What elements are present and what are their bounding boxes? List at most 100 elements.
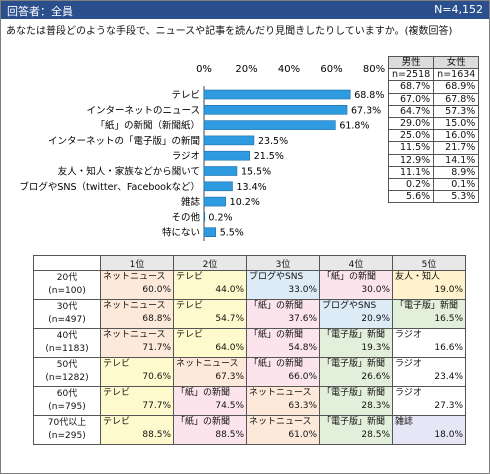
medium-percent: 30.0% xyxy=(361,285,390,295)
sex-table-cell: 67.8% xyxy=(433,92,480,106)
bar xyxy=(203,166,238,176)
medium-name: ネットニュース xyxy=(249,417,312,427)
question-text: あなたは普段どのような手段で、ニュースや記事を読んだり見聞きしたりしていますか。… xyxy=(6,26,453,37)
medium-name: 「紙」の新聞 xyxy=(176,417,231,427)
category-label: ブログやSNS（twitter、Facebookなど） xyxy=(19,181,200,193)
sex-table-cell: 5.6% xyxy=(387,190,435,204)
bar xyxy=(203,181,233,192)
rank-table: 1位 2位 3位 4位 5位 20代 (n=100) ネットニュース 60.0% テレビ 44.0%… xyxy=(33,255,466,445)
rank-row: 30代 (n=497) ネットニュース 68.8% テレビ 54.7% 「紙」の新聞 37.6… xyxy=(33,299,466,329)
sex-table-cell: 女性 xyxy=(433,55,480,70)
data-label: 61.8% xyxy=(339,121,369,132)
data-label: 5.5% xyxy=(220,228,244,239)
rank-cell: ブログやSNS 33.0% xyxy=(246,270,320,300)
medium-name: 友人・知人 xyxy=(395,272,441,282)
rank-cell: 「紙」の新聞 74.5% xyxy=(173,386,247,416)
header-bar: 回答者：全員 N=4,152 xyxy=(1,1,489,19)
medium-percent: 68.8% xyxy=(142,314,171,324)
data-label: 10.2% xyxy=(230,197,260,208)
age-group: 50代 (n=1282) xyxy=(33,357,101,387)
data-label: 0.2% xyxy=(208,212,232,223)
x-tick-label: 0% xyxy=(196,64,212,75)
sex-table-cell: 29.0% xyxy=(387,116,435,131)
sex-value-row: 25.0% 16.0% xyxy=(387,129,480,143)
rank-cell: ラジオ 23.4% xyxy=(392,357,466,387)
medium-name: 「紙」の新聞 xyxy=(249,330,304,340)
sex-table-cell: 57.3% xyxy=(433,104,480,118)
category-label: 特にない xyxy=(162,227,200,239)
medium-name: テレビ xyxy=(176,330,204,340)
rank-row: 70代以上 (n=295) テレビ 88.5% 「紙」の新聞 88.5% ネットニュース 61… xyxy=(33,415,466,445)
bar xyxy=(203,89,351,100)
medium-name: テレビ xyxy=(176,301,204,311)
sex-value-row: 0.2% 0.1% xyxy=(387,177,480,192)
category-label: 「紙」の新聞（新聞紙） xyxy=(95,120,200,132)
age-n: (n=1282) xyxy=(45,373,89,383)
data-label: 23.5% xyxy=(258,136,288,147)
medium-name: 「電子版」新聞 xyxy=(322,330,386,340)
sex-table-cell: 0.2% xyxy=(387,177,435,192)
medium-percent: 77.7% xyxy=(142,401,171,411)
data-label: 15.5% xyxy=(241,167,271,178)
medium-name: ブログやSNS xyxy=(249,272,304,282)
sex-value-row: 67.0% 67.8% xyxy=(387,92,480,106)
category-label: テレビ xyxy=(171,90,200,101)
medium-name: 「紙」の新聞 xyxy=(249,359,304,369)
bar xyxy=(203,120,336,130)
medium-percent: 61.0% xyxy=(288,430,317,440)
sex-header-row: 男性 女性 xyxy=(387,55,480,70)
medium-percent: 71.7% xyxy=(142,343,171,353)
sex-table-cell: 67.0% xyxy=(387,92,435,106)
rank-cell: 「紙」の新聞 88.5% xyxy=(173,415,247,445)
rank-cell: テレビ 44.0% xyxy=(173,270,247,300)
rank-cell: 「紙」の新聞 37.6% xyxy=(246,299,320,329)
rank-cell: 「電子版」新聞 26.6% xyxy=(319,357,393,387)
sex-table-cell: 8.9% xyxy=(433,165,480,179)
age-n: (n=100) xyxy=(48,286,86,296)
rank-cell: テレビ 88.5% xyxy=(100,415,174,445)
medium-percent: 88.5% xyxy=(215,430,244,440)
rank-header: 2位 xyxy=(173,255,247,271)
medium-percent: 70.6% xyxy=(142,372,171,382)
age-label: 60代 xyxy=(56,389,78,399)
rank-cell: テレビ 64.0% xyxy=(173,328,247,358)
sex-table-cell: 25.0% xyxy=(387,129,435,143)
sex-n-row: n=2518 n=1634 xyxy=(387,68,480,82)
rank-cell: ラジオ 27.3% xyxy=(392,386,466,416)
age-label: 50代 xyxy=(56,360,78,370)
rank-header-row: 1位 2位 3位 4位 5位 xyxy=(33,255,466,271)
data-label: 67.3% xyxy=(351,105,381,116)
medium-percent: 54.7% xyxy=(215,314,244,324)
age-group: 60代 (n=795) xyxy=(33,386,101,416)
sex-table-cell: 16.0% xyxy=(433,129,480,143)
x-tick-label: 20% xyxy=(235,64,257,75)
rank-cell: ネットニュース 67.3% xyxy=(173,357,247,387)
sex-table-cell: 5.3% xyxy=(433,190,480,204)
medium-name: 「電子版」新聞 xyxy=(322,359,386,369)
medium-name: 雑誌 xyxy=(395,417,414,427)
age-group: 70代以上 (n=295) xyxy=(33,415,101,445)
medium-percent: 37.6% xyxy=(288,314,317,324)
medium-percent: 88.5% xyxy=(142,430,171,440)
age-group: 40代 (n=1183) xyxy=(33,328,101,358)
medium-percent: 26.6% xyxy=(361,372,390,382)
rank-cell: テレビ 70.6% xyxy=(100,357,174,387)
sex-table: 男性 女性 n=2518 n=1634 68.7% 68.9% 67.0% 67.8% 64.7… xyxy=(387,55,480,204)
age-n: (n=497) xyxy=(48,315,86,325)
rank-row: 50代 (n=1282) テレビ 70.6% ネットニュース 67.3% 「紙」の新聞 66.… xyxy=(33,357,466,387)
rank-header: 3位 xyxy=(246,255,320,271)
sex-table-cell: 11.1% xyxy=(387,165,435,179)
sex-value-row: 64.7% 57.3% xyxy=(387,104,480,118)
medium-percent: 27.3% xyxy=(434,401,463,411)
medium-percent: 28.5% xyxy=(361,430,390,440)
sex-value-row: 12.9% 14.1% xyxy=(387,153,480,167)
rank-header: 1位 xyxy=(100,255,174,271)
rank-cell: 「電子版」新聞 28.5% xyxy=(319,415,393,445)
bar xyxy=(203,196,226,207)
category-label: インターネットのニュース xyxy=(86,105,200,116)
data-label: 68.8% xyxy=(354,90,384,101)
sample-size: N=4,152 xyxy=(434,3,483,16)
age-n: (n=295) xyxy=(48,431,86,441)
age-label: 30代 xyxy=(56,302,78,312)
rank-cell: ネットニュース 71.7% xyxy=(100,328,174,358)
